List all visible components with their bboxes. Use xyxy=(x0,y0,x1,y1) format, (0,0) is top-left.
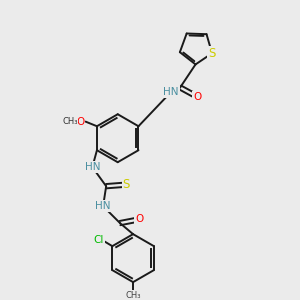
Text: S: S xyxy=(122,178,130,191)
Text: CH₃: CH₃ xyxy=(62,117,78,126)
Text: O: O xyxy=(193,92,201,102)
Text: HN: HN xyxy=(163,87,179,97)
Text: CH₃: CH₃ xyxy=(125,290,141,299)
Text: HN: HN xyxy=(95,201,111,211)
Text: O: O xyxy=(135,214,143,224)
Text: O: O xyxy=(76,117,84,127)
Text: S: S xyxy=(208,47,216,60)
Text: HN: HN xyxy=(85,162,100,172)
Text: Cl: Cl xyxy=(93,235,104,245)
